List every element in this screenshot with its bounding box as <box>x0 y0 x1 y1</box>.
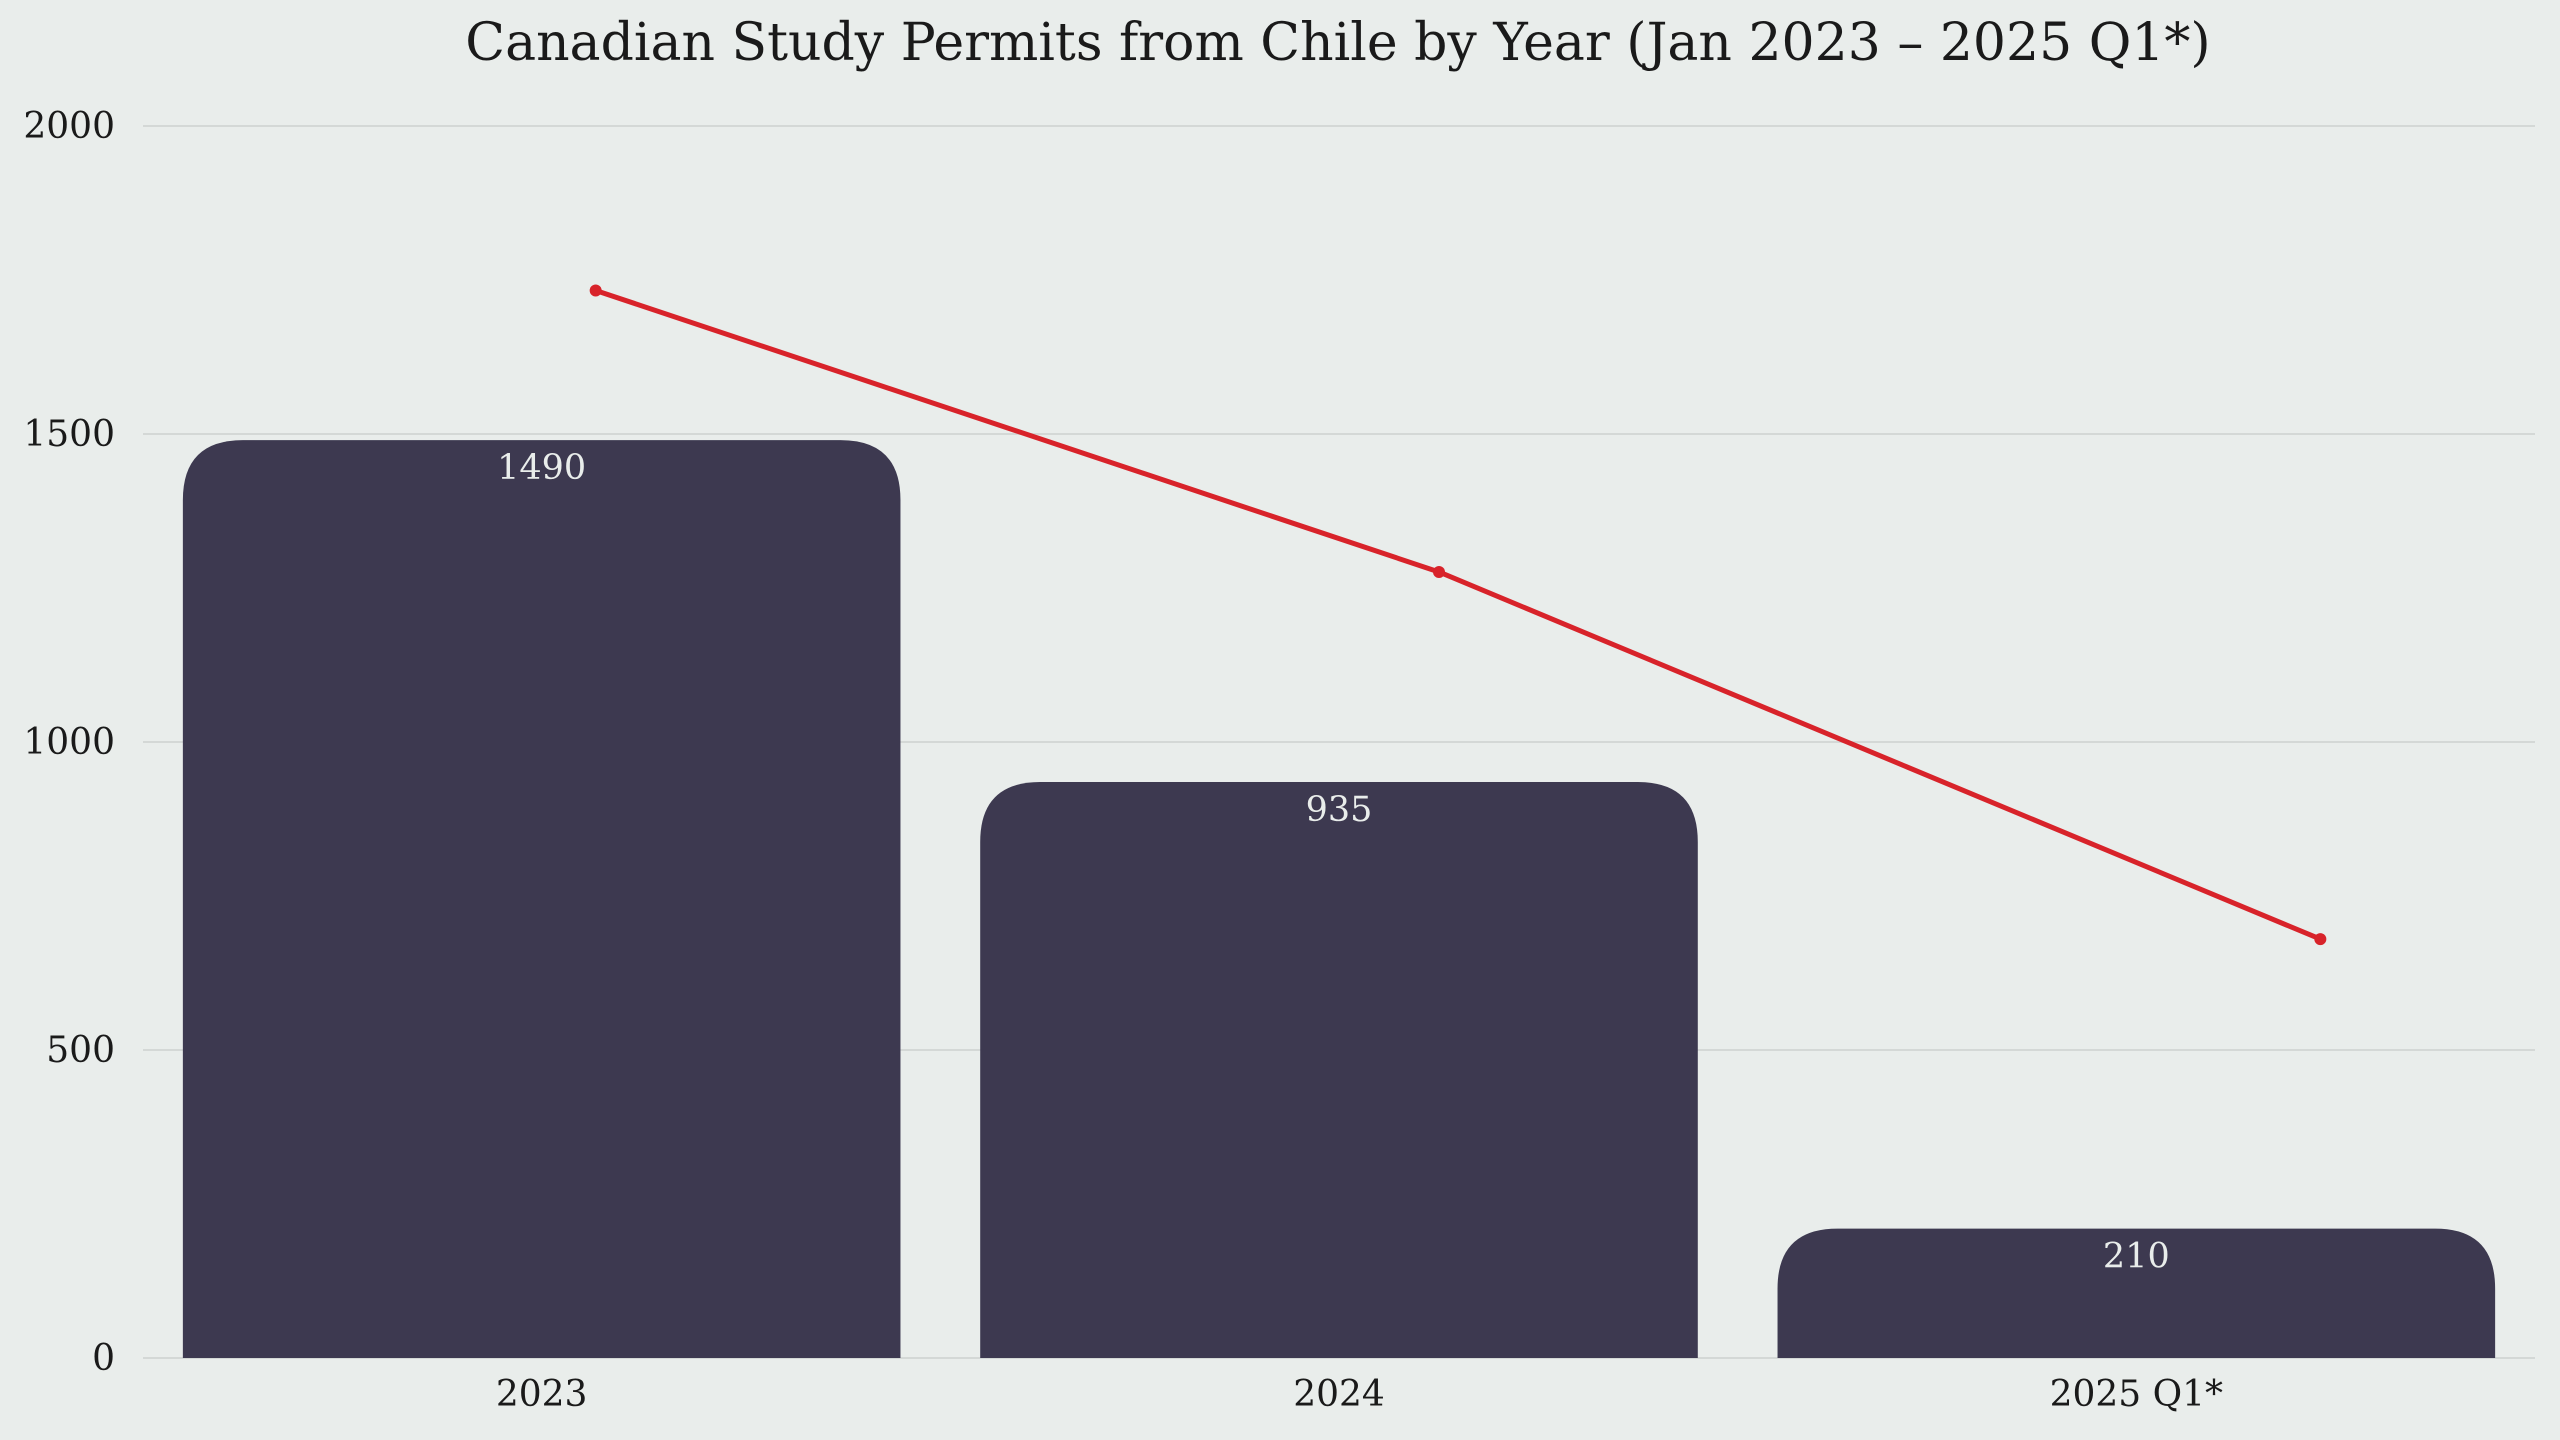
y-tick-label: 500 <box>46 1030 115 1071</box>
x-tick-label: 2023 <box>496 1374 588 1415</box>
y-tick-label: 1500 <box>23 414 115 455</box>
bar-series <box>182 440 2496 1358</box>
chart-title: Canadian Study Permits from Chile by Yea… <box>465 13 2210 73</box>
bar-data-label: 1490 <box>497 448 586 488</box>
y-tick-label: 1000 <box>23 722 115 763</box>
x-tick-label: 2025 Q1* <box>2050 1374 2223 1415</box>
bar <box>182 440 901 1358</box>
bar-data-label: 935 <box>1306 790 1373 830</box>
line-point <box>589 284 602 297</box>
bar-data-label: 210 <box>2103 1237 2170 1277</box>
bar-data-labels: 1490 935 210 <box>497 448 2170 1276</box>
bar <box>980 782 1698 1358</box>
line-point <box>2314 933 2327 946</box>
line-point <box>1433 565 1445 578</box>
y-tick-label: 2000 <box>23 106 115 147</box>
x-axis-ticks: 2023 2024 2025 Q1* <box>496 1374 2223 1415</box>
y-axis-ticks: 0 500 1000 1500 2000 <box>23 106 115 1379</box>
line-series <box>589 284 2327 946</box>
y-tick-label: 0 <box>92 1338 115 1379</box>
x-tick-label: 2024 <box>1293 1374 1385 1415</box>
bar <box>1777 1228 2496 1358</box>
